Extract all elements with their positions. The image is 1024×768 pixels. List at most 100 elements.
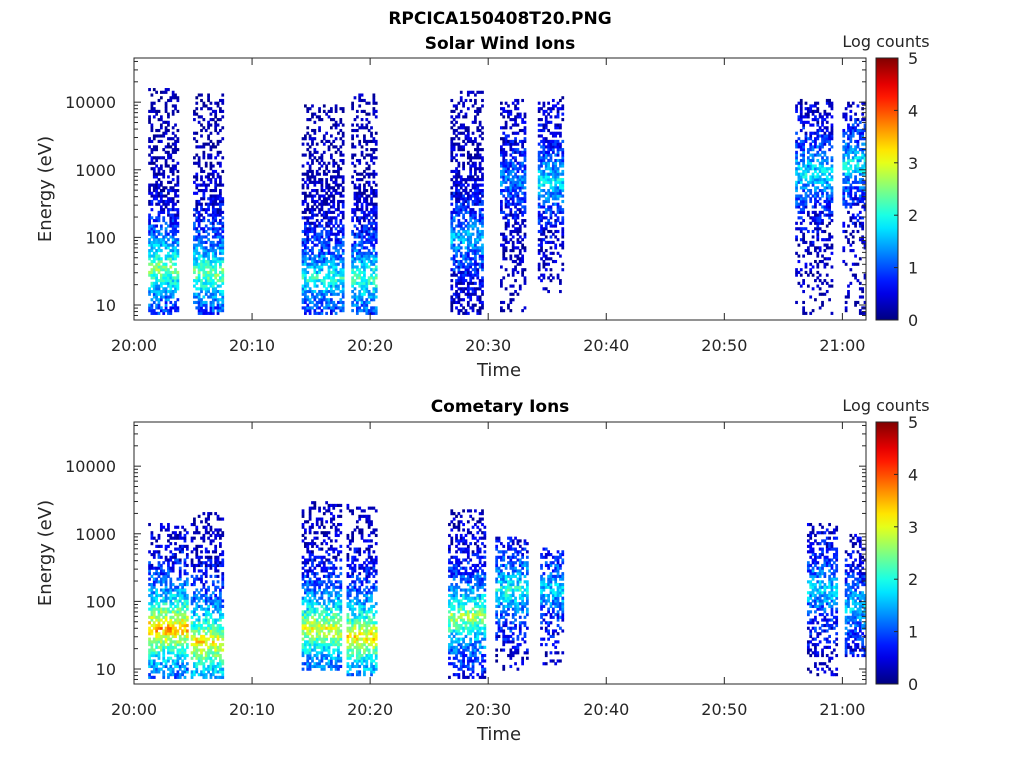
spectrogram-cell (554, 139, 558, 144)
spectrogram-cell (450, 148, 454, 152)
spectrogram-cell (551, 224, 555, 228)
spectrogram-cell (542, 229, 546, 234)
spectrogram-cell (478, 284, 482, 288)
spectrogram-cell (219, 221, 222, 225)
spectrogram-cell (514, 189, 517, 193)
spectrogram-cell (542, 145, 546, 149)
spectrogram-cell (452, 235, 456, 239)
spectrogram-cell (809, 221, 813, 225)
spectrogram-cell (353, 249, 357, 253)
spectrogram-cell (816, 224, 820, 228)
spectrogram-cell (861, 186, 865, 190)
spectrogram-cell (830, 279, 834, 283)
spectrogram-cell (197, 240, 201, 244)
spectrogram-cell (219, 202, 222, 206)
spectrogram-cell (804, 202, 808, 206)
spectrogram-cell (797, 281, 801, 285)
spectrogram-cell (327, 259, 331, 264)
spectrogram-cell (372, 148, 376, 152)
spectrogram-cell (329, 276, 333, 280)
spectrogram-cell (306, 126, 310, 130)
spectrogram-cell (207, 227, 210, 231)
spectrogram-cell (811, 216, 815, 220)
spectrogram-cell (211, 189, 215, 193)
spectrogram-cell (355, 265, 359, 269)
spectrogram-cell (157, 243, 161, 247)
spectrogram-cell (214, 259, 218, 264)
spectrogram-cell (469, 238, 473, 242)
spectrogram-cell (471, 281, 475, 285)
spectrogram-cell (174, 268, 177, 272)
spectrogram-cell (358, 96, 362, 100)
spectrogram-cell (466, 246, 470, 250)
spectrogram-cell (459, 259, 463, 264)
spectrogram-cell (523, 167, 527, 171)
spectrogram-cell (854, 148, 857, 152)
spectrogram-cell (372, 208, 376, 212)
spectrogram-cell (313, 309, 317, 313)
spectrogram-cell (157, 623, 161, 628)
spectrogram-cell (150, 123, 154, 127)
spectrogram-cell (452, 292, 456, 296)
spectrogram-cell (511, 240, 515, 244)
spectrogram-cell (542, 142, 546, 146)
spectrogram-cell (157, 615, 161, 619)
spectrogram-cell (148, 621, 151, 625)
spectrogram-cell (363, 306, 366, 310)
spectrogram-cell (509, 126, 513, 130)
spectrogram-cell (308, 289, 312, 294)
spectrogram-cell (561, 178, 565, 182)
spectrogram-cell (811, 273, 815, 277)
spectrogram-cell (471, 246, 475, 250)
spectrogram-cell (214, 249, 218, 253)
spectrogram-cell (219, 259, 222, 264)
spectrogram-cell (507, 172, 510, 176)
spectrogram-cell (320, 298, 324, 302)
spectrogram-cell (329, 191, 333, 195)
spectrogram-cell (466, 273, 470, 277)
spectrogram-cell (476, 191, 480, 195)
spectrogram-cell (500, 232, 503, 236)
spectrogram-cell (854, 303, 857, 307)
spectrogram-cell (221, 183, 225, 187)
spectrogram-cell (193, 208, 196, 212)
spectrogram-cell (329, 134, 333, 138)
spectrogram-cell (799, 145, 803, 149)
spectrogram-cell (337, 249, 340, 253)
spectrogram-cell (214, 199, 218, 204)
spectrogram-cell (856, 145, 860, 149)
spectrogram-cell (370, 276, 373, 280)
spectrogram-cell (537, 150, 541, 154)
spectrogram-cell (509, 112, 513, 116)
spectrogram-cell (500, 243, 503, 247)
spectrogram-cell (174, 232, 177, 236)
spectrogram-cell (360, 227, 364, 231)
spectrogram-cell (823, 199, 827, 204)
spectrogram-cell (370, 251, 373, 255)
spectrogram-cell (329, 175, 333, 179)
spectrogram-cell (358, 172, 362, 176)
spectrogram-cell (809, 137, 813, 141)
spectrogram-cell (209, 156, 213, 160)
spectrogram-cell (478, 257, 482, 261)
spectrogram-cell (521, 210, 525, 214)
spectrogram-cell (816, 194, 820, 198)
spectrogram-cell (816, 270, 820, 275)
spectrogram-cell (372, 161, 376, 165)
spectrogram-cell (351, 145, 354, 149)
spectrogram-cell (304, 309, 307, 313)
spectrogram-cell (313, 221, 317, 225)
spectrogram-cell (374, 208, 378, 212)
spectrogram-cell (457, 137, 461, 141)
spectrogram-cell (313, 150, 317, 154)
spectrogram-cell (159, 90, 163, 94)
spectrogram-cell (367, 300, 371, 305)
spectrogram-cell (861, 295, 865, 299)
spectrogram-cell (176, 284, 180, 288)
spectrogram-cell (148, 626, 151, 630)
spectrogram-cell (799, 120, 803, 124)
spectrogram-cell (459, 232, 463, 236)
spectrogram-cell (306, 281, 310, 285)
spectrogram-cell (152, 536, 156, 540)
spectrogram-cell (171, 303, 175, 307)
